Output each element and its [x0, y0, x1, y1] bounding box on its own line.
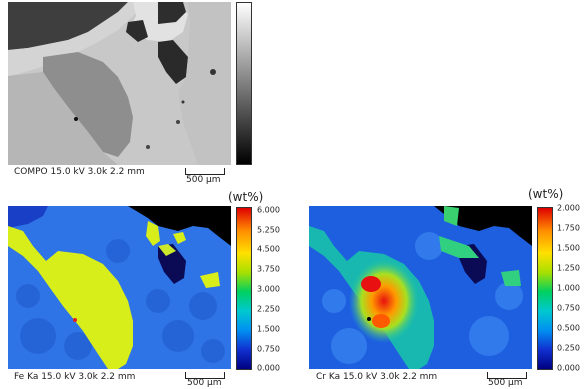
cr-tick: 0.500	[557, 323, 580, 333]
cr-color-scale	[537, 207, 553, 370]
cr-tick: 0.750	[557, 303, 580, 313]
cr-tick: 0.000	[557, 363, 580, 373]
fe-tick: 0.750	[257, 344, 280, 354]
cr-tick: 2.000	[557, 203, 580, 213]
fe-tick: 2.250	[257, 304, 280, 314]
cr-unit-label: (wt%)	[528, 187, 564, 201]
fe-tick: 0.000	[257, 363, 280, 373]
cr-scale-label: 500 µm	[488, 378, 523, 388]
cr-tick: 0.250	[557, 343, 580, 353]
fe-caption: Fe Ka 15.0 kV 3.0k 2.2 mm	[14, 372, 136, 382]
fe-tick: 4.500	[257, 244, 280, 254]
fe-map-image	[8, 206, 231, 369]
cr-caption: Cr Ka 15.0 kV 3.0k 2.2 mm	[316, 372, 438, 382]
fe-tick: 3.750	[257, 264, 280, 274]
cr-tick: 1.000	[557, 283, 580, 293]
compo-grayscale-bar	[236, 2, 252, 165]
cr-tick: 1.500	[557, 243, 580, 253]
fe-tick: 5.250	[257, 225, 280, 235]
compo-scale-label: 500 µm	[186, 175, 221, 185]
cr-scale-bar	[487, 372, 527, 379]
fe-tick: 1.500	[257, 324, 280, 334]
fe-scale-label: 500 µm	[187, 378, 222, 388]
cr-map-image	[309, 206, 532, 369]
fe-tick: 3.000	[257, 284, 280, 294]
fe-scale-bar	[185, 372, 225, 379]
fe-tick: 6.000	[257, 205, 280, 215]
fe-unit-label: (wt%)	[228, 190, 264, 204]
cr-tick: 1.250	[557, 263, 580, 273]
fe-color-scale	[236, 207, 252, 370]
cr-tick: 1.750	[557, 223, 580, 233]
compo-caption: COMPO 15.0 kV 3.0k 2.2 mm	[14, 167, 145, 177]
compo-image	[8, 2, 231, 165]
compo-scale-bar	[185, 168, 225, 175]
